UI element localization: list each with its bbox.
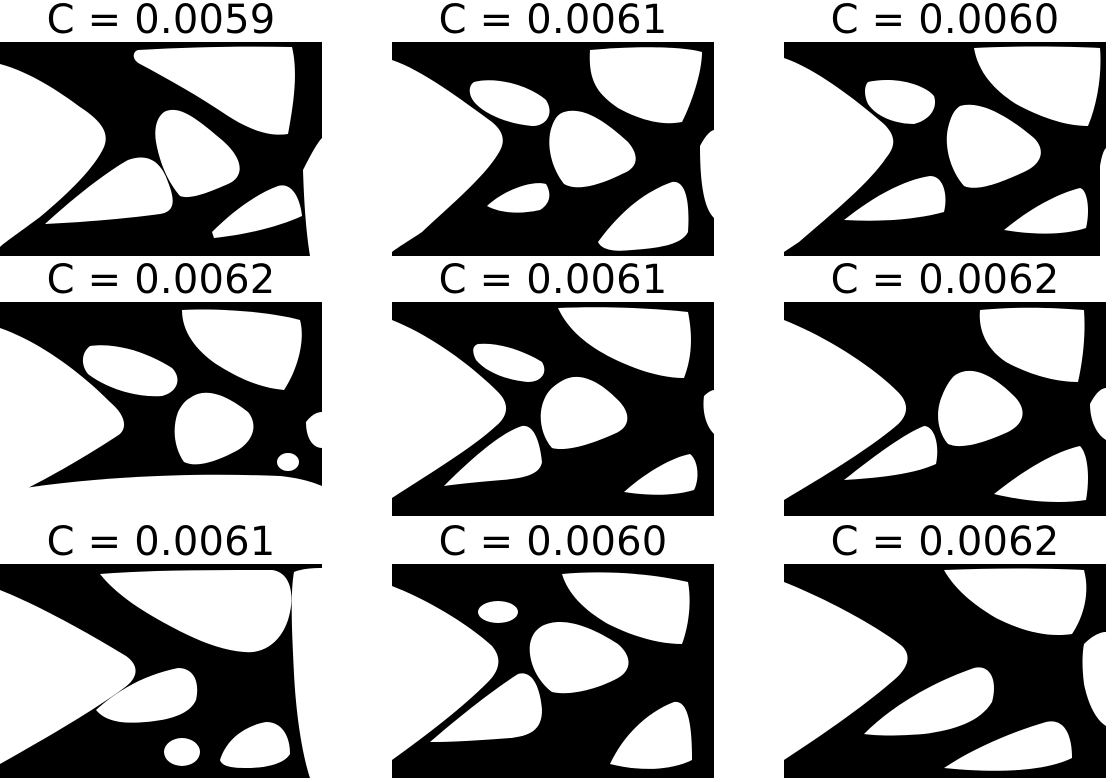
panel-title: C = 0.0061 [46, 519, 276, 565]
void-region [306, 412, 322, 448]
void-region [1004, 188, 1088, 234]
topology-design [784, 564, 1106, 778]
void-region [1082, 632, 1106, 726]
void-region [478, 601, 518, 623]
void-region [469, 80, 550, 126]
void-region [865, 79, 936, 124]
void-region [540, 376, 628, 450]
void-region [0, 474, 322, 516]
void-region [784, 58, 894, 252]
topology-design [784, 42, 1106, 256]
void-region [864, 667, 994, 736]
topology-design [0, 42, 322, 256]
void-region [155, 109, 240, 198]
topology-design [0, 302, 322, 516]
void-region [96, 668, 198, 723]
void-region [0, 64, 106, 247]
void-region [133, 46, 295, 135]
void-region [703, 390, 714, 434]
void-region [1090, 388, 1106, 440]
void-region [487, 183, 550, 213]
void-region [944, 568, 1087, 636]
void-region [944, 721, 1072, 771]
panel-9: C = 0.0062 [784, 522, 1106, 782]
panel-6: C = 0.0062 [784, 260, 1106, 520]
panel-title: C = 0.0059 [46, 0, 276, 43]
void-region [392, 320, 507, 498]
void-region [784, 582, 908, 760]
void-region [558, 307, 691, 378]
panel-title: C = 0.0061 [438, 0, 668, 43]
topology-design [784, 302, 1106, 516]
panel-title: C = 0.0062 [46, 257, 276, 303]
panel-title: C = 0.0062 [830, 519, 1060, 565]
void-region [979, 307, 1085, 382]
void-region [392, 586, 499, 760]
void-region [82, 345, 178, 397]
panel-title: C = 0.0061 [438, 257, 668, 303]
void-region [220, 722, 290, 768]
void-region [291, 568, 322, 778]
void-region [844, 176, 946, 221]
void-region [444, 425, 542, 486]
void-region [624, 454, 698, 495]
void-region [182, 309, 302, 390]
panel-1: C = 0.0059 [0, 0, 322, 260]
topology-design [392, 302, 714, 516]
void-region [844, 426, 938, 480]
void-region [1100, 148, 1106, 256]
void-region [946, 104, 1041, 188]
void-region [974, 46, 1101, 126]
void-region [0, 328, 125, 500]
void-region [392, 60, 503, 252]
void-region [430, 673, 542, 742]
panel-4: C = 0.0062 [0, 260, 322, 520]
void-region [700, 130, 714, 218]
void-region [277, 453, 299, 471]
panel-title: C = 0.0060 [438, 519, 668, 565]
panel-2: C = 0.0061 [392, 0, 714, 260]
panel-title: C = 0.0060 [830, 0, 1060, 43]
panel-3: C = 0.0060 [784, 0, 1106, 260]
topology-design [392, 42, 714, 256]
void-region [164, 738, 200, 766]
void-region [174, 392, 254, 465]
void-region [589, 47, 702, 124]
void-region [0, 590, 136, 764]
void-region [549, 110, 636, 188]
topology-design [0, 564, 322, 778]
panel-7: C = 0.0061 [0, 522, 322, 782]
topology-design [392, 564, 714, 778]
void-region [100, 570, 292, 653]
void-region [598, 181, 689, 251]
void-region [529, 622, 629, 694]
void-region [303, 138, 322, 256]
panel-8: C = 0.0060 [392, 522, 714, 782]
void-region [562, 572, 690, 644]
void-region [610, 701, 692, 769]
panel-title: C = 0.0062 [830, 257, 1060, 303]
void-region [994, 446, 1088, 502]
void-region [938, 370, 1023, 447]
void-region [784, 320, 907, 500]
void-region [473, 343, 545, 382]
void-region [45, 157, 173, 224]
void-region [212, 185, 302, 238]
panel-5: C = 0.0061 [392, 260, 714, 520]
